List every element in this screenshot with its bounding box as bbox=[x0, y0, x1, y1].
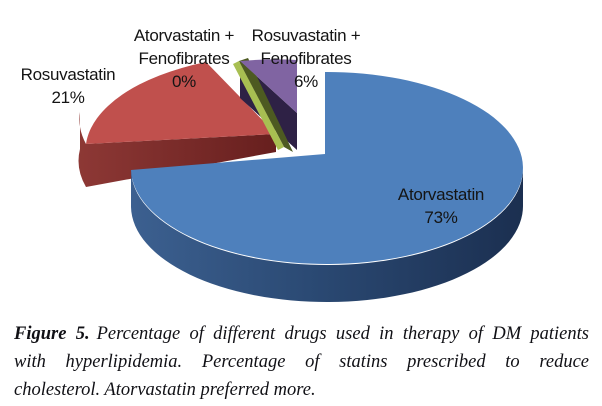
pie-label-atorvastatin-fenofibrates: Atorvastatin + Fenofibrates 0% bbox=[133, 24, 235, 93]
caption-line-1: Figure 5. Percentage of different drugs u… bbox=[14, 320, 589, 348]
pie-label-rosuva-feno-name2: Fenofibrates bbox=[260, 49, 352, 68]
pie-slice-rosuvastatin-fenofibrates bbox=[240, 59, 297, 113]
pie-label-atorva-feno-value: 0% bbox=[172, 72, 196, 91]
pie-label-rosuvastatin-value: 21% bbox=[51, 88, 85, 107]
pie-slice-atorvastatin-wall bbox=[131, 168, 524, 303]
pie-chart-canvas bbox=[78, 58, 524, 303]
figure-caption: Figure 5. Percentage of different drugs u… bbox=[14, 320, 589, 404]
pie-label-rosuva-feno-name1: Rosuvastatin + bbox=[251, 26, 361, 45]
pie-label-rosuvastatin-name: Rosuvastatin bbox=[20, 65, 116, 84]
pie-label-rosuvastatin: Rosuvastatin 21% bbox=[21, 63, 116, 109]
pie-label-atorvastatin-value: 73% bbox=[424, 208, 458, 227]
caption-figure-label: Figure 5. bbox=[14, 324, 90, 344]
pie-slice-rosuvastatin bbox=[86, 62, 276, 144]
pie-slice-rosuvastatin-wall bbox=[78, 112, 276, 187]
caption-line-3: cholesterol. Atorvastatin preferred more… bbox=[14, 380, 316, 400]
pie-chart: Rosuvastatin 21% Atorvastatin + Fenofibr… bbox=[21, 24, 524, 303]
pie-label-atorvastatin-name: Atorvastatin bbox=[397, 185, 485, 204]
pie-label-atorvastatin: Atorvastatin 73% bbox=[398, 183, 484, 229]
pie-label-rosuvastatin-fenofibrates: Rosuvastatin + Fenofibrates 6% bbox=[252, 24, 361, 93]
caption-line-2: with hyperlipidemia. Percentage of stati… bbox=[14, 352, 589, 372]
pie-slice-atorvastatin bbox=[131, 71, 523, 264]
pie-slice-atorvastatin-fenofibrates bbox=[233, 61, 284, 150]
pie-label-atorva-feno-name2: Fenofibrates bbox=[138, 49, 230, 68]
pie-label-atorva-feno-name1: Atorvastatin + bbox=[133, 26, 235, 45]
pie-label-rosuva-feno-value: 6% bbox=[294, 72, 318, 91]
caption-line-1-text: Percentage of different drugs used in th… bbox=[96, 324, 589, 344]
pie-slice-atorvastatin-fenofibrates-wall bbox=[239, 58, 293, 152]
